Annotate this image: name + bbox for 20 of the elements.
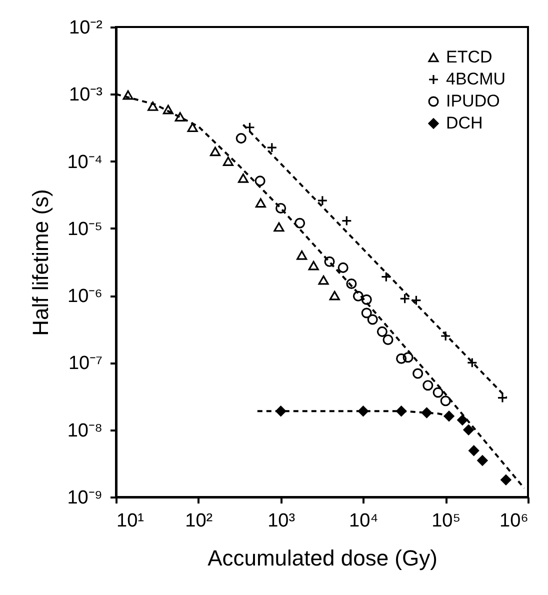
legend-label: ETCD	[446, 48, 492, 66]
y-tick-label: 10⁻⁴	[67, 152, 102, 173]
y-tick-label: 10⁻⁹	[67, 488, 102, 508]
y-tick-label: 10⁻⁵	[67, 218, 102, 240]
x-tick-label: 10⁴	[349, 510, 378, 532]
x-tick-label: 10⁶	[500, 510, 528, 532]
y-tick-label: 10⁻⁶	[68, 286, 102, 308]
y-tick-label: 10⁻³	[69, 84, 102, 106]
legend-label: 4BCMU	[446, 70, 506, 88]
legend-label: IPUDO	[446, 92, 500, 110]
y-axis-title: Half lifetime (s)	[28, 189, 54, 336]
x-tick-label: 10²	[185, 510, 213, 532]
y-tick-label: 10⁻⁸	[67, 420, 102, 442]
x-tick-label: 10⁵	[432, 510, 461, 532]
x-tick-label: 10³	[268, 510, 296, 532]
y-tick-label: 10⁻⁷	[68, 353, 103, 374]
x-axis-title: Accumulated dose (Gy)	[208, 546, 438, 570]
x-tick-label: 10¹	[116, 510, 144, 532]
y-tick-label: 10⁻²	[69, 18, 102, 38]
legend-label: DCH	[446, 114, 483, 132]
